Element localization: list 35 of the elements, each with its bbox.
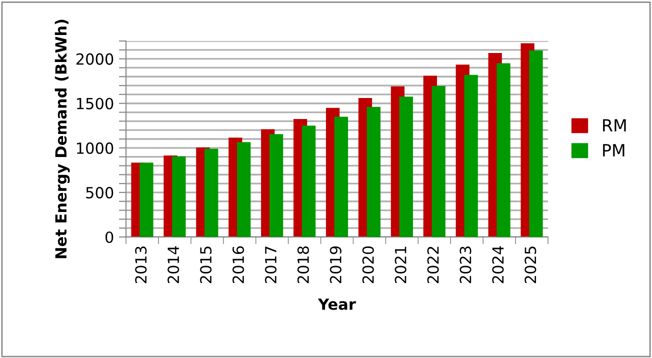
- bar: [399, 96, 413, 237]
- y-axis-title: Net Energy Demand (BkWh): [54, 20, 70, 258]
- x-tick-label: 2022: [427, 246, 439, 284]
- bar: [302, 126, 316, 237]
- bar: [464, 74, 478, 237]
- x-tick-label: 2020: [362, 246, 374, 284]
- y-tick-label: 1000: [76, 142, 114, 154]
- bar: [269, 134, 284, 237]
- bar: [432, 86, 446, 237]
- x-tick-label: 2014: [168, 246, 180, 284]
- legend-label: RM: [603, 119, 626, 132]
- x-tick-label: 2021: [394, 246, 406, 284]
- x-tick-label: 2024: [492, 246, 504, 284]
- bar: [366, 106, 380, 237]
- bar: [237, 142, 251, 237]
- x-tick-label: 2016: [232, 246, 244, 284]
- y-tick-label: 1500: [76, 98, 114, 110]
- bar: [204, 148, 218, 237]
- x-tick-label: 2025: [524, 246, 536, 284]
- bar: [496, 63, 510, 237]
- x-axis-title: Year: [318, 298, 356, 310]
- x-tick-label: 2015: [200, 246, 212, 284]
- y-tick-label: 500: [86, 186, 114, 198]
- legend-label: PM: [603, 144, 624, 156]
- y-tick-label: 0: [105, 231, 114, 244]
- x-tick-label: 2019: [330, 246, 342, 284]
- x-tick-label: 2017: [264, 246, 277, 284]
- x-tick-label: 2023: [460, 246, 472, 284]
- bar: [334, 116, 348, 237]
- bar: [172, 156, 186, 237]
- x-tick-label: 2018: [297, 246, 309, 284]
- x-tick-label: 2013: [135, 246, 147, 284]
- bar: [140, 162, 154, 237]
- bar: [529, 50, 543, 237]
- y-tick-label: 2000: [76, 53, 114, 65]
